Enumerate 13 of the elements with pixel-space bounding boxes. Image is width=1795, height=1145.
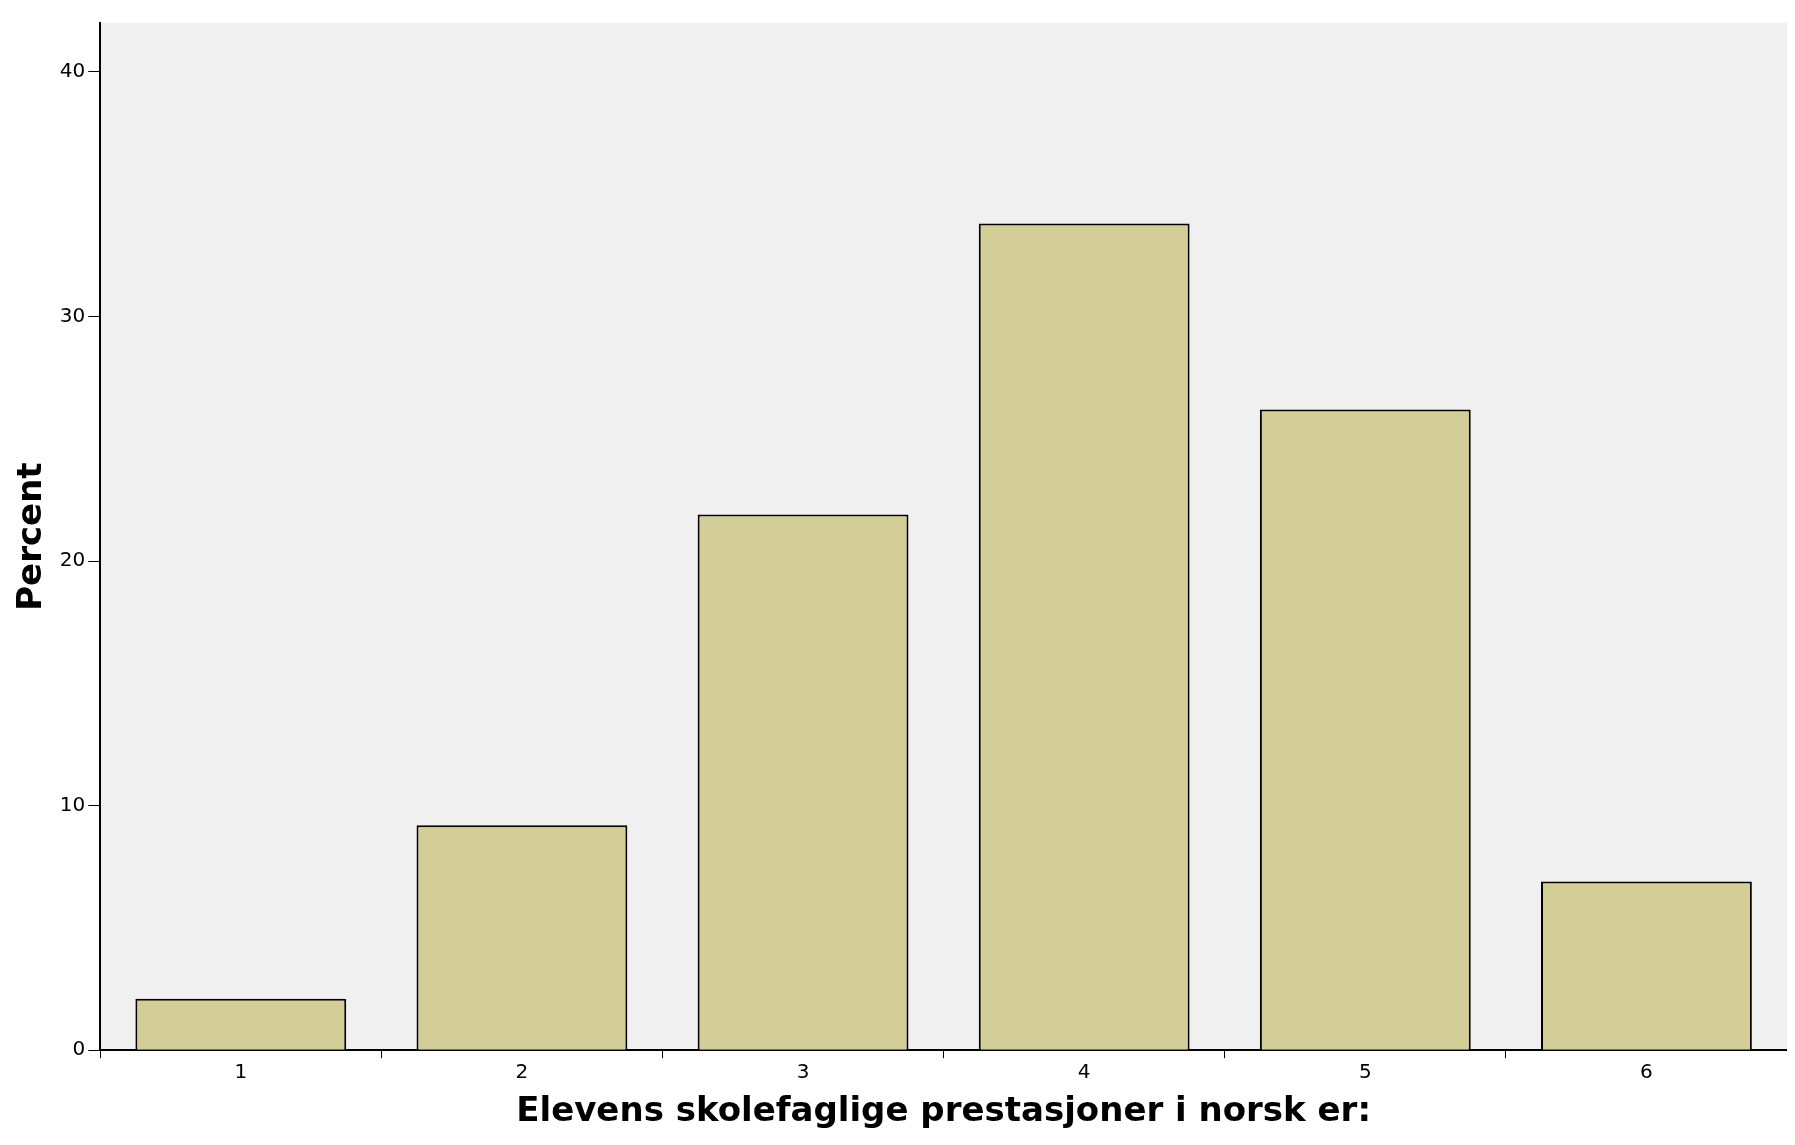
y-axis-title: Percent: [9, 462, 50, 611]
x-tick-label: 2: [515, 1059, 529, 1084]
x-tick-label: 1: [234, 1059, 248, 1084]
x-tick-label: 4: [1077, 1059, 1091, 1084]
x-tick-label: 6: [1640, 1059, 1653, 1084]
x-tick-label: 3: [796, 1059, 810, 1084]
y-tick-label: 20: [59, 547, 86, 572]
y-tick-label: 30: [59, 302, 86, 327]
x-tick-label: 5: [1358, 1059, 1372, 1084]
y-tick-label: 40: [59, 58, 86, 83]
y-tick-label: 10: [59, 791, 86, 816]
x-axis-title: Elevens skolefaglige prestasjoner i norsk er:: [516, 1089, 1371, 1130]
y-tick-label: 0: [72, 1036, 86, 1061]
